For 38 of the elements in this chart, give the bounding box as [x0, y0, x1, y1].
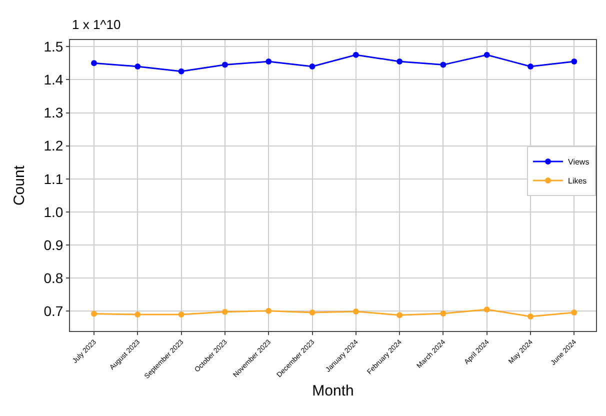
point [571, 58, 578, 64]
y-tick-label: 1.3 [44, 104, 64, 121]
y-tick-label: 0.7 [44, 303, 64, 320]
point [352, 308, 359, 314]
point [484, 306, 490, 313]
point [134, 63, 141, 70]
point [178, 68, 184, 74]
point [309, 309, 316, 316]
point [396, 312, 403, 318]
legend-label: Likes [568, 176, 587, 186]
point [266, 58, 272, 64]
point [528, 63, 534, 70]
point [309, 63, 316, 70]
point [266, 308, 272, 314]
point [91, 310, 98, 317]
point [352, 52, 359, 58]
point [440, 62, 446, 68]
y-tick-label: 1.1 [44, 170, 64, 187]
text: 1 x 1^10 [72, 17, 121, 32]
point [571, 309, 578, 316]
point [528, 313, 534, 320]
y-tick-label: 0.8 [44, 270, 64, 286]
point [396, 58, 403, 64]
point [178, 311, 184, 318]
y-tick-label: 1.5 [44, 38, 64, 55]
legend-label: Views [568, 158, 590, 167]
y-tick-label: 1.4 [44, 72, 64, 88]
point [222, 308, 228, 315]
y-tick-label: 0.9 [44, 236, 64, 253]
point [484, 52, 490, 58]
point [222, 62, 228, 68]
y-axis-title: Count [10, 164, 28, 206]
point [440, 310, 446, 316]
point [91, 60, 98, 66]
point [134, 311, 141, 318]
x-axis-title: Month [312, 382, 354, 400]
y-tick-label: 1.0 [44, 204, 64, 220]
y-tick-label: 1.2 [44, 138, 64, 154]
